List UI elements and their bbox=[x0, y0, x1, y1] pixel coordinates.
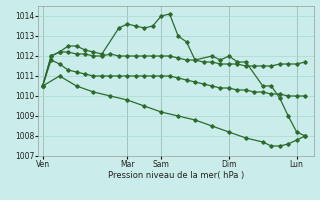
X-axis label: Pression niveau de la mer( hPa ): Pression niveau de la mer( hPa ) bbox=[108, 171, 244, 180]
